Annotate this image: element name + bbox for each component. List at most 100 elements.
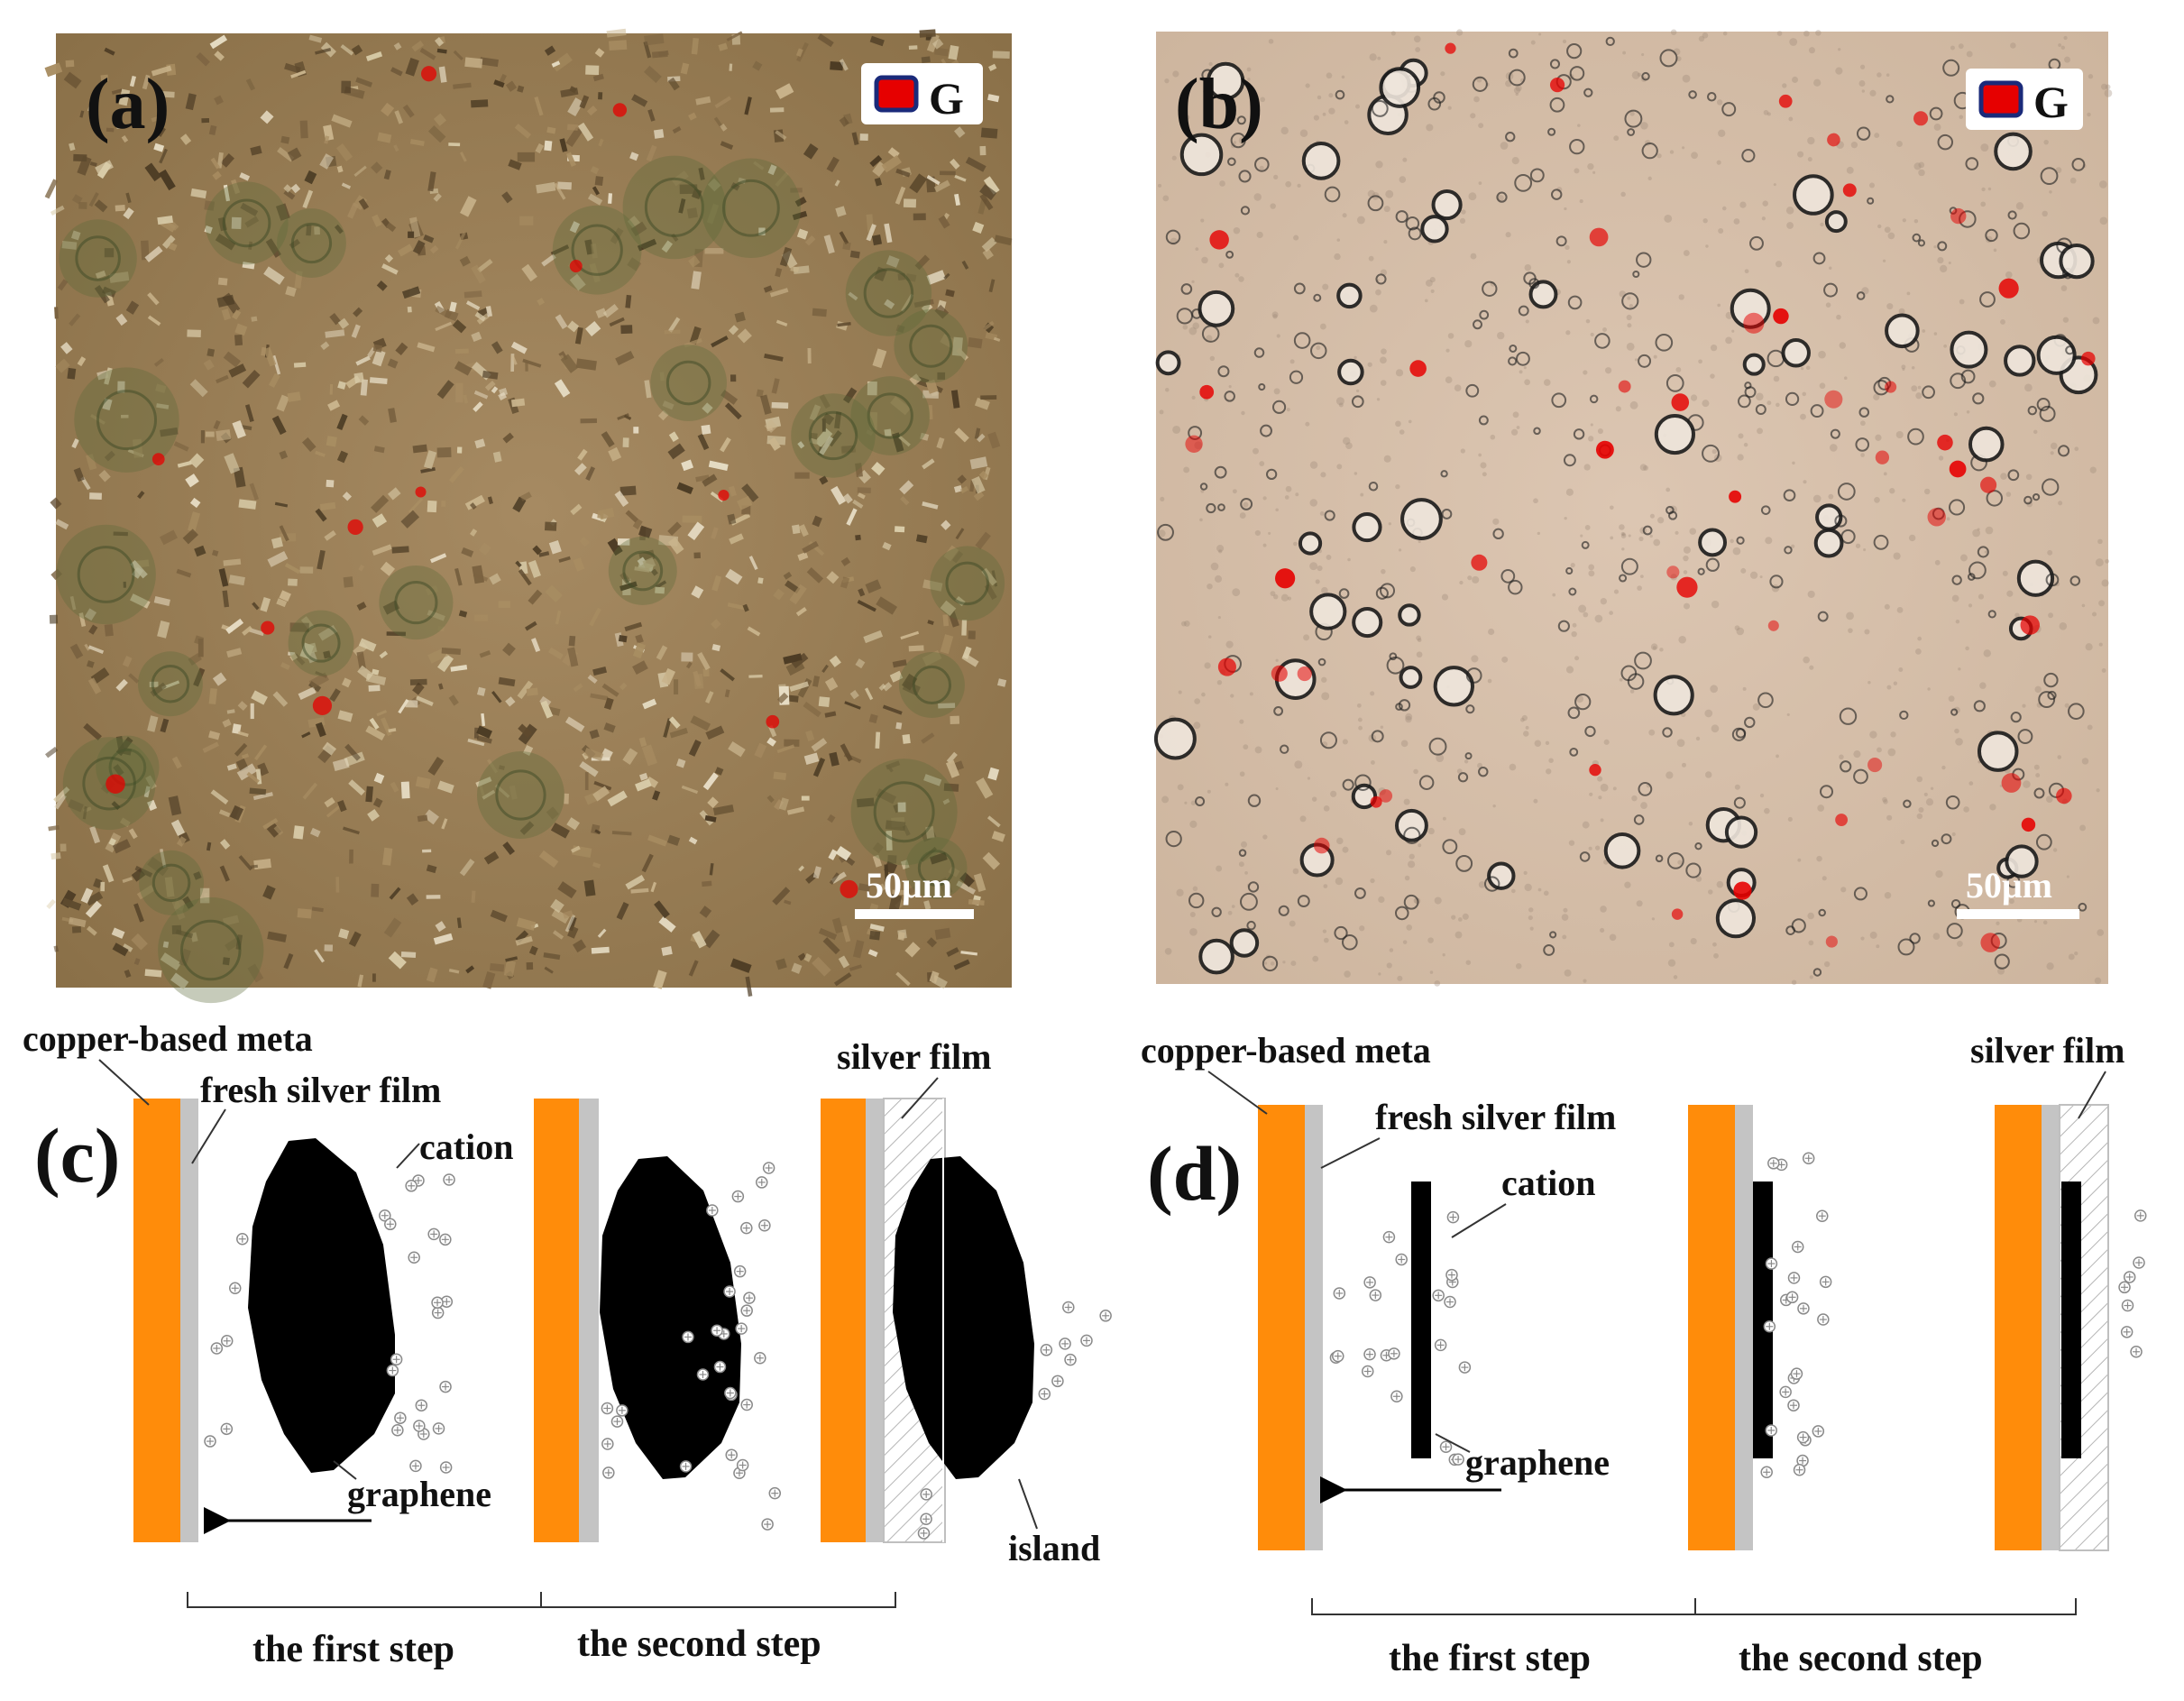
speckle	[1323, 937, 1329, 943]
pore	[1478, 766, 1489, 777]
speckle	[2050, 451, 2054, 455]
grain	[367, 808, 380, 822]
grain	[251, 690, 268, 705]
speckle	[1896, 141, 1903, 148]
grain	[766, 737, 776, 747]
pore	[1856, 126, 1871, 141]
speckle	[1958, 667, 1961, 671]
grain	[855, 658, 866, 669]
grain	[448, 143, 461, 147]
grain	[470, 529, 478, 537]
grain	[541, 253, 556, 267]
grain	[170, 819, 186, 837]
grain	[349, 849, 353, 864]
speckle	[2087, 112, 2091, 117]
speckle	[1355, 389, 1360, 393]
grain	[171, 756, 182, 769]
speckle	[1313, 115, 1319, 121]
grain	[976, 433, 986, 443]
grain	[358, 198, 370, 210]
pore	[2042, 478, 2060, 496]
grain	[348, 779, 365, 796]
speckle	[1874, 133, 1880, 139]
grain	[222, 718, 232, 728]
grain	[744, 97, 752, 115]
speckle	[1342, 213, 1347, 218]
speckle	[1829, 444, 1838, 452]
grain	[112, 839, 131, 854]
speckle	[1445, 376, 1453, 384]
grain	[505, 696, 516, 707]
pore	[1217, 365, 1230, 378]
speckle	[1956, 941, 1963, 947]
grain	[714, 96, 732, 109]
grain	[60, 342, 73, 354]
speckle	[1895, 430, 1904, 439]
pore	[2078, 902, 2088, 912]
grain	[601, 748, 613, 761]
graphene-marker	[151, 453, 165, 465]
grain	[405, 700, 418, 708]
pore	[1755, 404, 1766, 416]
speckle	[1887, 232, 1895, 240]
grain	[892, 659, 907, 668]
grain	[326, 479, 335, 488]
pore	[1198, 938, 1234, 975]
graphene-marker	[1589, 227, 1609, 247]
grain	[427, 171, 436, 192]
grain	[55, 519, 69, 530]
grain	[872, 854, 883, 868]
speckle	[1323, 805, 1330, 812]
grain	[672, 126, 682, 134]
speckle	[1299, 815, 1307, 823]
graphene-marker	[1937, 434, 1953, 451]
speckle	[1711, 724, 1720, 733]
pore	[2068, 703, 2085, 720]
speckle	[1238, 861, 1244, 868]
grain	[151, 65, 172, 77]
micrograph-a-domains	[56, 155, 1005, 1004]
pore	[1950, 898, 1961, 909]
pore	[1694, 841, 1702, 850]
leader-graphene-c	[333, 1460, 357, 1480]
grain	[968, 899, 985, 906]
graphene-marker	[1666, 565, 1680, 579]
grain	[647, 834, 667, 847]
grain	[208, 731, 221, 740]
grain	[242, 262, 255, 270]
grain-domain-ring	[571, 224, 623, 276]
speckle	[1574, 656, 1580, 661]
pore	[1227, 157, 1236, 167]
speckle	[1933, 124, 1941, 131]
grain	[411, 40, 425, 52]
grain	[250, 145, 262, 156]
grain	[754, 742, 767, 759]
grain	[872, 841, 884, 854]
grain	[505, 80, 518, 92]
speckle	[1462, 913, 1469, 920]
speckle	[1893, 552, 1901, 560]
grain	[569, 273, 586, 291]
grain	[557, 181, 572, 190]
pore	[1505, 132, 1516, 143]
pore	[1563, 454, 1576, 467]
speckle	[1840, 887, 1847, 893]
speckle	[1415, 47, 1421, 52]
speckle	[1641, 52, 1645, 57]
grain	[188, 652, 202, 666]
grain	[897, 802, 906, 813]
pore	[1567, 706, 1581, 720]
grain	[489, 573, 501, 585]
speckle	[1425, 279, 1433, 287]
pore	[1403, 826, 1421, 844]
speckle	[1874, 497, 1880, 503]
speckle	[1627, 296, 1631, 300]
speckle	[1574, 168, 1580, 174]
pore	[1254, 157, 1270, 172]
pore	[1289, 370, 1304, 384]
grain	[319, 153, 335, 170]
grain	[69, 313, 81, 326]
grain	[639, 772, 648, 781]
speckle	[1647, 176, 1652, 181]
graphene-markers-a	[106, 66, 858, 898]
